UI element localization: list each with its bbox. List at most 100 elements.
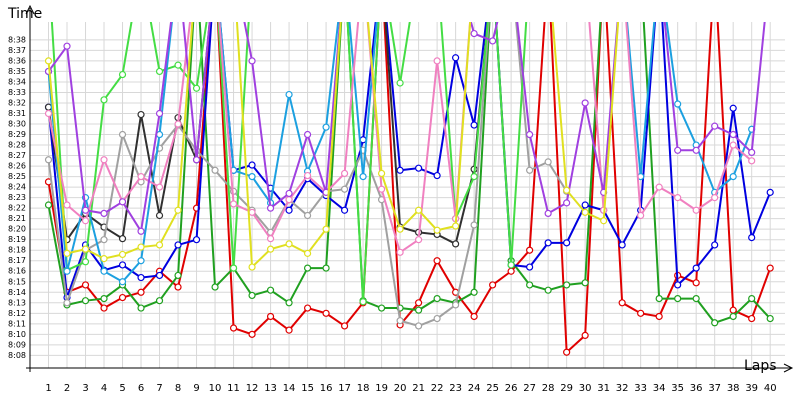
point <box>285 90 293 99</box>
point <box>415 236 423 244</box>
point <box>63 42 71 50</box>
y-tick-label: 8:35 <box>8 67 26 76</box>
point <box>674 281 682 289</box>
x-tick-label: 9 <box>193 383 199 394</box>
point <box>229 200 238 208</box>
point <box>266 312 275 321</box>
point <box>729 104 737 112</box>
y-tick-label: 8:17 <box>8 256 26 265</box>
y-tick-label: 8:27 <box>8 151 26 160</box>
point <box>266 286 275 294</box>
point <box>81 245 90 253</box>
point <box>544 239 552 247</box>
point <box>452 54 460 62</box>
point <box>692 206 700 214</box>
point <box>563 348 571 356</box>
x-tick-label: 33 <box>634 383 647 394</box>
x-tick-label: 14 <box>283 383 296 394</box>
point <box>692 146 700 154</box>
point <box>229 264 238 272</box>
y-tick-label: 8:14 <box>8 288 26 297</box>
y-tick-label: 8:33 <box>8 88 26 97</box>
point <box>766 314 774 323</box>
x-tick-label: 17 <box>338 383 351 394</box>
point <box>563 239 571 247</box>
point <box>748 233 756 242</box>
point <box>137 288 145 296</box>
point <box>452 222 460 230</box>
x-tick-label: 35 <box>671 383 684 394</box>
y-tick-label: 8:26 <box>8 162 26 171</box>
point <box>377 185 386 193</box>
point <box>137 243 145 251</box>
y-tick-label: 8:12 <box>8 309 26 318</box>
point <box>63 299 71 307</box>
point <box>44 109 53 118</box>
point <box>563 186 571 194</box>
point <box>285 326 293 334</box>
point <box>452 301 460 309</box>
point <box>396 225 404 233</box>
point <box>581 279 589 287</box>
point <box>544 209 552 218</box>
y-tick-label: 8:22 <box>8 204 26 213</box>
y-tick-label: 8:18 <box>8 246 26 255</box>
point <box>729 306 737 314</box>
x-tick-label: 34 <box>653 383 666 394</box>
point <box>81 281 90 289</box>
point <box>340 185 349 193</box>
point <box>285 240 293 248</box>
x-tick-label: 39 <box>745 383 758 394</box>
point <box>470 221 478 229</box>
point <box>155 241 164 249</box>
point <box>100 267 108 275</box>
point <box>81 206 90 214</box>
point <box>44 57 53 65</box>
series-line <box>50 22 528 302</box>
point <box>155 109 164 118</box>
point <box>322 225 330 233</box>
point <box>340 169 349 178</box>
y-tick-label: 8:11 <box>8 319 26 328</box>
point <box>248 172 256 181</box>
y-tick-label: 8:21 <box>8 214 26 223</box>
point <box>563 199 571 207</box>
point <box>303 304 312 312</box>
point <box>396 248 404 256</box>
point <box>507 261 515 269</box>
point <box>266 235 275 243</box>
point <box>637 211 645 220</box>
y-tick-label: 8:30 <box>8 120 26 129</box>
y-tick-label: 8:25 <box>8 172 26 181</box>
point <box>433 226 441 234</box>
point <box>192 156 201 164</box>
point <box>433 57 441 65</box>
point <box>155 271 164 280</box>
point <box>322 123 330 131</box>
x-tick-label: 2 <box>64 383 70 394</box>
point <box>748 157 756 165</box>
x-tick-label: 19 <box>375 383 388 394</box>
point <box>655 183 663 191</box>
point <box>285 189 293 198</box>
point <box>470 288 478 296</box>
x-tick-label: 38 <box>727 383 740 394</box>
point <box>415 322 423 330</box>
point <box>155 67 164 76</box>
x-tick-label: 11 <box>227 383 240 394</box>
point <box>748 314 756 323</box>
point <box>729 312 737 321</box>
point <box>711 122 719 130</box>
point <box>581 99 589 107</box>
x-tick-label: 15 <box>301 383 314 394</box>
point <box>155 211 164 220</box>
point <box>118 198 127 206</box>
y-tick-label: 8:37 <box>8 46 26 55</box>
x-tick-label: 7 <box>156 383 162 394</box>
point <box>137 172 145 181</box>
x-tick-label: 31 <box>597 383 610 394</box>
point <box>489 281 497 289</box>
y-tick-label: 8:20 <box>8 225 26 234</box>
point <box>433 294 441 303</box>
